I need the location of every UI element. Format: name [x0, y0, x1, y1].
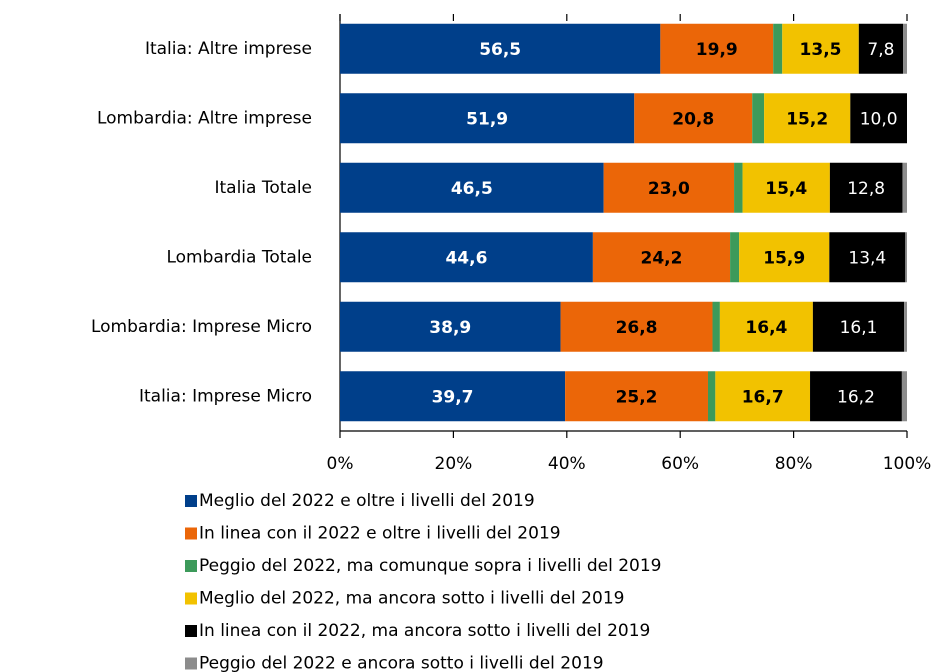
bar-segment [719, 301, 813, 352]
category-label: Lombardia: Altre imprese [97, 108, 312, 128]
bar-segment [730, 232, 740, 283]
bar-segment [340, 371, 566, 422]
x-tick-label: 20% [435, 454, 473, 474]
legend-swatch [185, 495, 197, 507]
bar-segment [764, 93, 851, 144]
legend-label: Meglio del 2022 e oltre i livelli del 20… [199, 491, 535, 511]
bar-segment [903, 23, 907, 74]
value-label: 46,5 [451, 179, 493, 199]
bar-segment [858, 23, 904, 74]
bar-segment [829, 162, 903, 213]
value-label: 39,7 [432, 387, 474, 407]
bar-segment [901, 371, 907, 422]
value-label: 24,2 [641, 248, 683, 268]
bar-segment [592, 232, 731, 283]
bar-segment [340, 93, 635, 144]
legend-swatch [185, 625, 197, 637]
bar-segment [742, 162, 830, 213]
value-label: 25,2 [616, 387, 658, 407]
value-label: 16,4 [745, 318, 787, 338]
bar-segment [340, 23, 661, 74]
value-label: 51,9 [466, 109, 508, 129]
value-label: 10,0 [860, 109, 898, 129]
x-tick-label: 80% [775, 454, 813, 474]
bar-segment [902, 162, 907, 213]
category-label: Italia: Altre imprese [145, 39, 312, 59]
bar-segment [560, 301, 713, 352]
bar-segment [340, 232, 593, 283]
value-label: 44,6 [445, 248, 487, 268]
value-label: 23,0 [648, 179, 690, 199]
value-label: 20,8 [672, 109, 714, 129]
value-label: 13,4 [848, 248, 886, 268]
bar-segment [660, 23, 774, 74]
value-label: 56,5 [479, 40, 521, 60]
value-label: 12,8 [847, 179, 885, 199]
legend-label: In linea con il 2022, ma ancora sotto i … [199, 621, 650, 641]
bar-segment [905, 232, 907, 283]
bar-segment [715, 371, 811, 422]
value-label: 7,8 [867, 40, 894, 60]
value-label: 16,7 [742, 387, 784, 407]
bar-segment [603, 162, 735, 213]
legend-label: Peggio del 2022 e ancora sotto i livelli… [199, 654, 604, 672]
x-tick-label: 0% [327, 454, 354, 474]
value-label: 16,1 [840, 318, 878, 338]
x-tick-label: 100% [883, 454, 932, 474]
category-label: Italia Totale [214, 178, 312, 198]
value-label: 19,9 [696, 40, 738, 60]
bar-segment [340, 301, 561, 352]
bar-segment [904, 301, 907, 352]
bar-segment [739, 232, 830, 283]
legend-swatch [185, 527, 197, 540]
legend-swatch [185, 657, 197, 670]
legend-swatch [185, 560, 197, 572]
category-label: Lombardia: Imprese Micro [91, 317, 312, 337]
value-label: 13,5 [800, 40, 842, 60]
x-tick-label: 40% [548, 454, 586, 474]
bar-segment [734, 162, 743, 213]
bar-segment [782, 23, 859, 74]
legend-label: Peggio del 2022, ma comunque sopra i liv… [199, 556, 662, 576]
value-label: 38,9 [429, 318, 471, 338]
bar-segment [707, 371, 716, 422]
bar-segment [810, 371, 902, 422]
bar-segment [712, 301, 720, 352]
bar-segment [829, 232, 906, 283]
bar-segment [565, 371, 708, 422]
bar-segment [812, 301, 905, 352]
value-label: 15,2 [786, 109, 828, 129]
category-label: Lombardia Totale [166, 247, 312, 267]
value-label: 15,4 [765, 179, 807, 199]
value-label: 26,8 [616, 318, 658, 338]
legend-label: In linea con il 2022 e oltre i livelli d… [199, 524, 561, 544]
bar-segment [773, 23, 783, 74]
bar-segment [752, 93, 765, 144]
bar-segment [850, 93, 907, 144]
value-label: 15,9 [763, 248, 805, 268]
legend-label: Meglio del 2022, ma ancora sotto i livel… [199, 589, 624, 609]
category-label: Italia: Imprese Micro [139, 386, 312, 406]
x-tick-label: 60% [661, 454, 699, 474]
value-label: 16,2 [837, 387, 875, 407]
legend-swatch [185, 592, 197, 605]
bar-segment [340, 162, 604, 213]
bar-segment [634, 93, 753, 144]
